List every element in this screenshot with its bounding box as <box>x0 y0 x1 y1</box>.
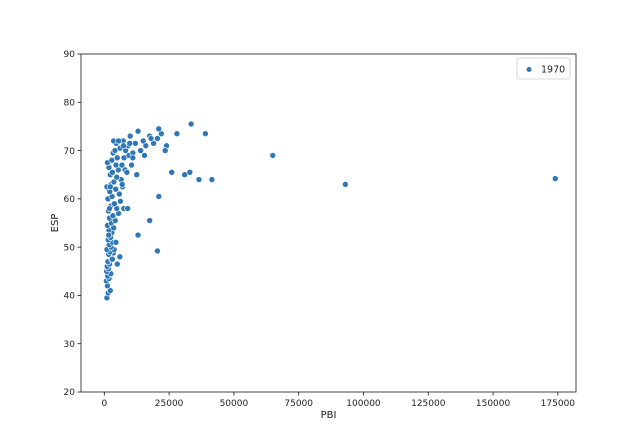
x-tick-label: 75000 <box>284 399 313 409</box>
data-point <box>106 205 113 212</box>
data-point <box>187 120 195 128</box>
legend-marker <box>525 66 533 73</box>
data-point <box>112 161 120 169</box>
data-point <box>134 231 142 239</box>
y-tick-label: 40 <box>64 292 76 302</box>
y-tick-label: 20 <box>64 388 76 398</box>
legend: 1970 <box>516 57 571 80</box>
x-tick-label: 25000 <box>155 399 184 409</box>
data-point <box>120 142 127 150</box>
y-tick-label: 30 <box>64 340 76 350</box>
x-tick-label: 0 <box>101 399 107 409</box>
axes-frame <box>80 53 577 393</box>
data-point <box>141 152 148 159</box>
data-point <box>109 212 117 220</box>
data-point <box>161 147 169 154</box>
plot-area <box>103 120 559 302</box>
data-point <box>342 181 349 188</box>
x-axis-ticks: 0 25000 50000 75000 100000 125000 150000 175000 <box>101 392 575 409</box>
data-point <box>115 137 122 145</box>
data-point <box>139 137 147 145</box>
y-axis-label: ESP <box>50 214 61 233</box>
data-point <box>105 231 113 239</box>
legend-entry-label: 1970 <box>541 65 565 76</box>
data-point <box>202 130 209 137</box>
data-point <box>109 255 116 263</box>
data-point <box>147 135 155 142</box>
data-point <box>117 197 124 205</box>
data-point <box>110 178 118 186</box>
y-tick-label: 70 <box>64 147 76 157</box>
y-tick-label: 90 <box>64 50 76 60</box>
data-point <box>123 169 131 176</box>
data-point <box>109 169 116 176</box>
data-point <box>133 171 141 179</box>
data-point <box>106 183 114 191</box>
y-tick-label: 80 <box>64 98 76 108</box>
y-tick-label: 50 <box>64 243 76 253</box>
x-tick-label: 50000 <box>220 399 249 409</box>
legend-box <box>516 57 571 80</box>
data-point <box>113 173 121 181</box>
x-tick-label: 100000 <box>346 399 381 409</box>
data-point <box>116 253 124 261</box>
data-point <box>108 156 116 164</box>
data-point <box>173 130 181 137</box>
data-point <box>132 140 139 147</box>
data-point <box>134 127 142 135</box>
data-point <box>118 181 126 188</box>
data-point <box>154 247 161 255</box>
data-point <box>186 169 194 176</box>
data-point <box>129 154 137 162</box>
data-point <box>146 217 153 224</box>
data-point <box>106 287 114 294</box>
data-point <box>168 169 176 176</box>
x-tick-label: 125000 <box>411 399 446 409</box>
data-point <box>208 176 216 183</box>
data-point <box>118 161 126 169</box>
data-point <box>111 200 118 207</box>
data-point <box>116 190 123 198</box>
x-tick-label: 175000 <box>541 399 576 409</box>
data-point <box>126 140 134 147</box>
y-axis-ticks: 20 30 40 50 60 70 80 90 <box>64 50 81 398</box>
data-point <box>112 239 120 246</box>
y-tick-label: 60 <box>64 195 76 205</box>
data-point <box>126 132 134 140</box>
data-point <box>195 176 203 183</box>
data-point <box>128 161 135 169</box>
x-axis-label: PBI <box>321 410 337 421</box>
data-point <box>113 260 121 268</box>
data-point <box>113 154 121 162</box>
data-point <box>137 147 144 154</box>
data-point <box>155 125 163 133</box>
data-point <box>154 135 161 142</box>
data-point <box>155 193 163 200</box>
data-point <box>269 152 277 159</box>
data-point <box>551 175 559 182</box>
data-point <box>112 185 120 193</box>
x-tick-label: 150000 <box>476 399 511 409</box>
data-point <box>124 205 131 212</box>
